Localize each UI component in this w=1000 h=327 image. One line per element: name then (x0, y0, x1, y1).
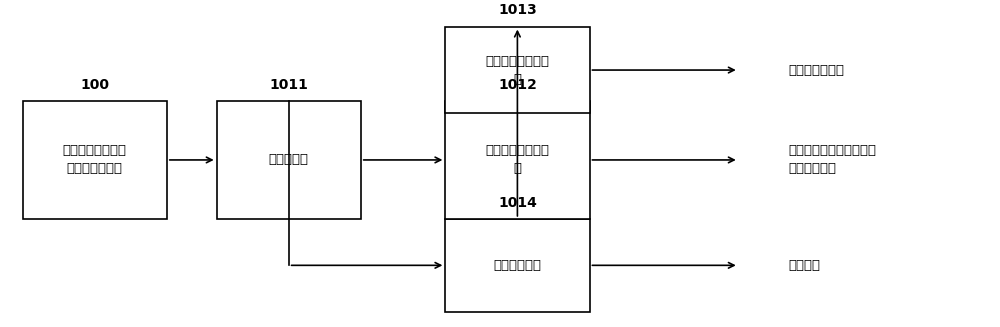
Text: 1014: 1014 (498, 196, 537, 210)
Text: 零速检测模块: 零速检测模块 (493, 259, 541, 272)
Text: 低通滤波器: 低通滤波器 (269, 153, 309, 166)
Text: 重力加速度方向: 重力加速度方向 (788, 63, 844, 77)
Text: 1012: 1012 (498, 78, 537, 92)
Text: 加速度均值运算模
块: 加速度均值运算模 块 (485, 55, 549, 86)
Bar (217, 101, 361, 219)
Text: 行人脚步计数及每一步开
始结束的时间: 行人脚步计数及每一步开 始结束的时间 (788, 145, 876, 176)
Bar (23, 101, 167, 219)
Bar (445, 219, 590, 312)
Text: 磁场及加速度传感
器数据获取模块: 磁场及加速度传感 器数据获取模块 (63, 145, 127, 176)
Text: 1013: 1013 (498, 3, 537, 17)
Text: 加速度峰值检测模
块: 加速度峰值检测模 块 (485, 145, 549, 176)
Bar (445, 27, 590, 113)
Bar (445, 101, 590, 219)
Text: 100: 100 (80, 78, 109, 92)
Text: 1011: 1011 (269, 78, 308, 92)
Text: 零速标识: 零速标识 (788, 259, 820, 272)
